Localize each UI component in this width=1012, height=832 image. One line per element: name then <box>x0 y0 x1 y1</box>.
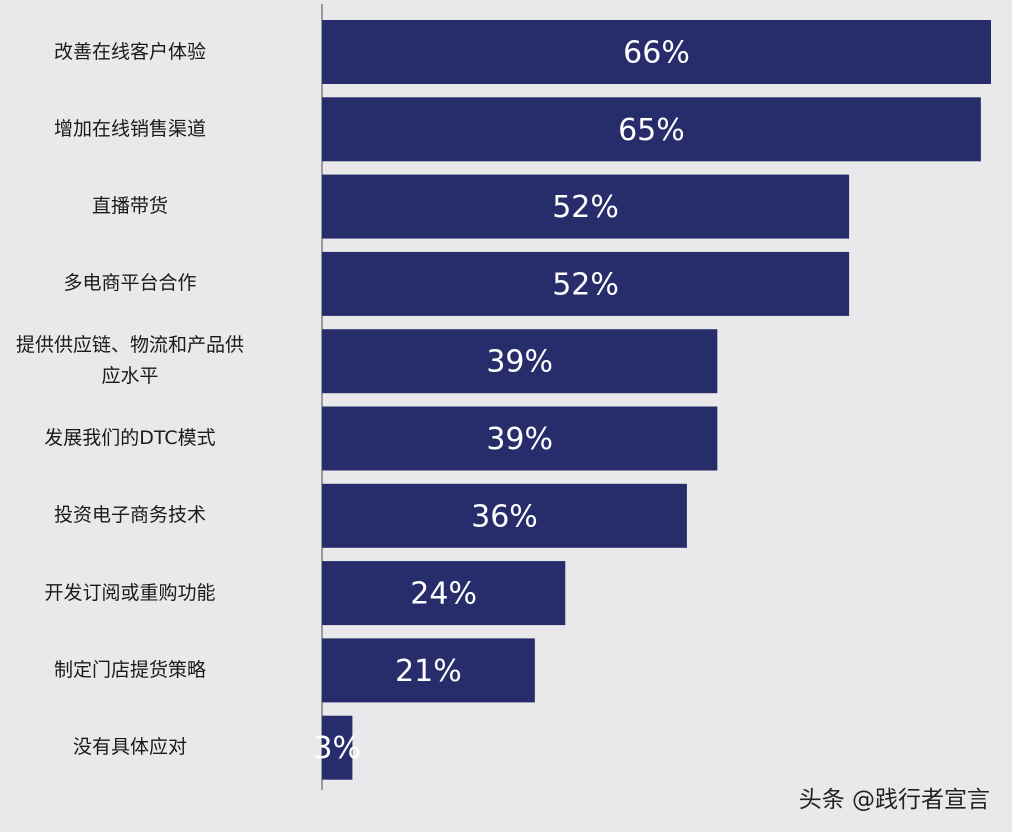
category-label: 投资电子商务技术 <box>53 504 206 527</box>
value-label: 52% <box>552 190 619 225</box>
value-label: 66% <box>623 36 690 71</box>
value-label: 39% <box>486 422 553 457</box>
category-label: 没有具体应对 <box>72 736 187 759</box>
category-label: 发展我们的DTC模式 <box>44 427 216 449</box>
bar <box>322 251 850 316</box>
category-label: 提供供应链、物流和产品供应水平 <box>15 334 244 388</box>
bar <box>322 174 850 239</box>
value-label: 21% <box>395 654 462 689</box>
category-label: 改善在线客户体验 <box>53 40 206 63</box>
bar <box>322 638 535 703</box>
bar <box>322 715 353 780</box>
category-label: 开发订阅或重购功能 <box>44 581 216 604</box>
value-label: 3% <box>313 731 361 766</box>
category-label: 直播带货 <box>91 195 168 218</box>
bar <box>322 483 687 548</box>
value-label: 24% <box>410 577 477 612</box>
category-label: 增加在线销售渠道 <box>53 117 206 140</box>
category-label: 制定门店提货策略 <box>53 658 206 681</box>
bar <box>322 406 718 471</box>
value-label: 65% <box>618 113 685 148</box>
value-label: 39% <box>486 345 553 380</box>
watermark: 头条 @践行者宣言 <box>798 787 990 813</box>
bar <box>322 97 981 162</box>
bar <box>322 329 718 394</box>
value-label: 36% <box>471 499 538 534</box>
value-label: 52% <box>552 267 619 302</box>
bar <box>322 20 991 84</box>
bar <box>322 561 566 626</box>
category-label: 多电商平台合作 <box>63 272 197 295</box>
